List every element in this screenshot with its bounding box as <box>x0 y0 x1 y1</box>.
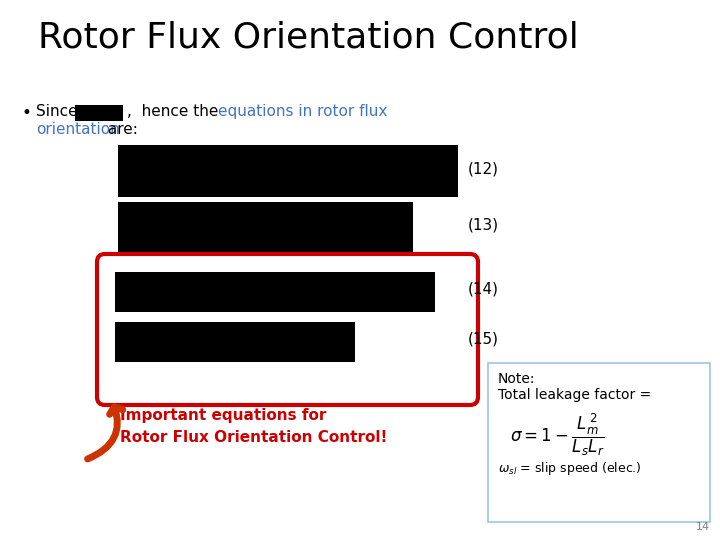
FancyBboxPatch shape <box>115 272 435 312</box>
Text: •: • <box>22 104 32 122</box>
Text: (12): (12) <box>468 161 499 176</box>
FancyBboxPatch shape <box>75 105 123 121</box>
Text: equations in rotor flux: equations in rotor flux <box>218 104 387 119</box>
Text: Since: Since <box>36 104 78 119</box>
Text: are:: are: <box>103 122 138 137</box>
FancyBboxPatch shape <box>488 363 710 522</box>
Text: orientation: orientation <box>36 122 120 137</box>
Text: 14: 14 <box>696 522 710 532</box>
Text: (14): (14) <box>468 282 499 297</box>
FancyBboxPatch shape <box>115 322 355 362</box>
FancyBboxPatch shape <box>118 145 458 197</box>
Text: $\omega_{sl}$ = slip speed (elec.): $\omega_{sl}$ = slip speed (elec.) <box>498 460 642 477</box>
FancyBboxPatch shape <box>97 254 478 405</box>
Text: (13): (13) <box>468 218 499 233</box>
Text: ,  hence the: , hence the <box>127 104 218 119</box>
Text: Rotor Flux Orientation Control: Rotor Flux Orientation Control <box>38 20 579 54</box>
Text: $\sigma = 1 - \dfrac{L_m^{\,2}}{L_s L_r}$: $\sigma = 1 - \dfrac{L_m^{\,2}}{L_s L_r}… <box>510 412 604 458</box>
FancyBboxPatch shape <box>118 202 413 254</box>
Text: Note:: Note: <box>498 372 536 386</box>
Text: (15): (15) <box>468 332 499 347</box>
Text: Total leakage factor =: Total leakage factor = <box>498 388 652 402</box>
Text: Important equations for
Rotor Flux Orientation Control!: Important equations for Rotor Flux Orien… <box>120 408 387 445</box>
